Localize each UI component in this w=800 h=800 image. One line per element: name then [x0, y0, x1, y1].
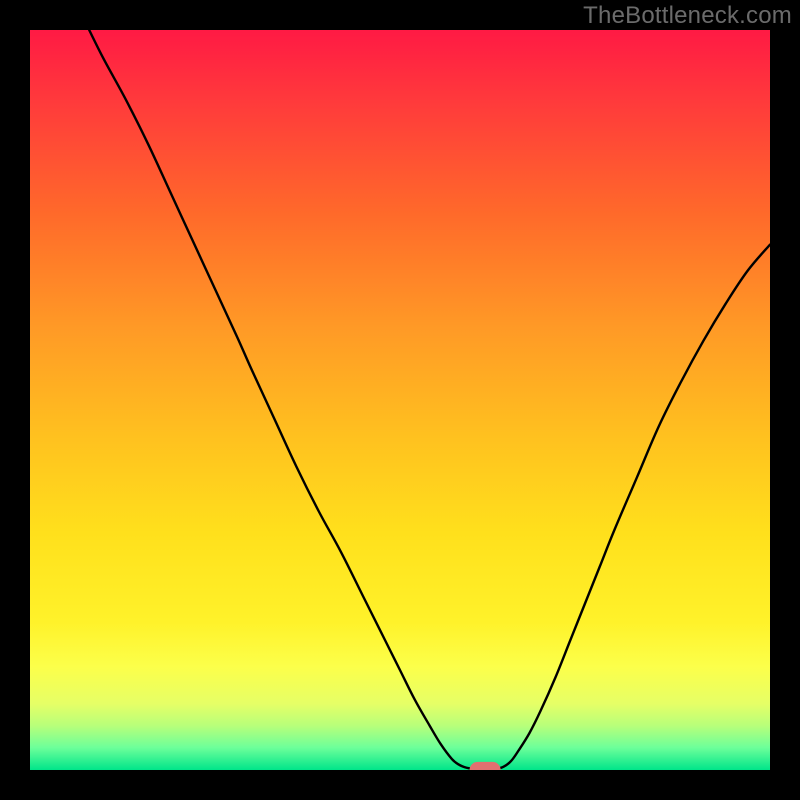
frame-border: [0, 0, 30, 800]
frame-border: [0, 770, 800, 800]
bottleneck-chart: [0, 0, 800, 800]
watermark-label: TheBottleneck.com: [583, 2, 792, 30]
frame-border: [770, 0, 800, 800]
plot-background: [30, 30, 770, 770]
